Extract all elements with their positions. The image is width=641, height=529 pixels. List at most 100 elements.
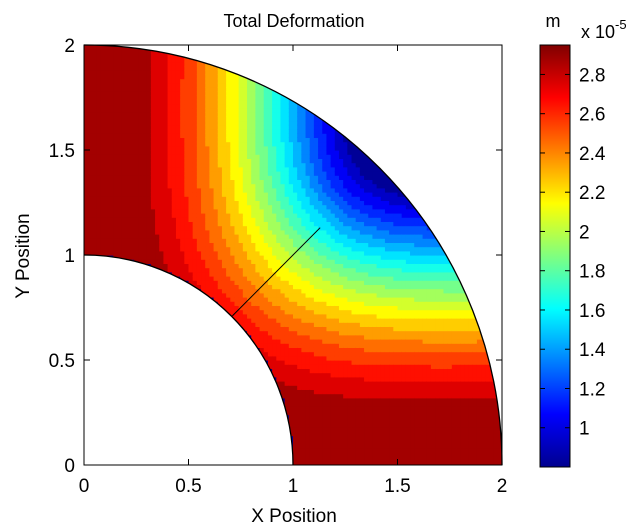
field-cell — [355, 179, 361, 185]
field-cell — [293, 162, 298, 168]
field-cell — [230, 133, 236, 138]
field-cell — [355, 225, 361, 231]
field-cell — [393, 381, 399, 386]
field-cell — [175, 137, 181, 143]
field-cell — [293, 95, 298, 101]
field-cell — [230, 74, 236, 80]
field-cell — [305, 183, 311, 189]
field-cell — [313, 347, 319, 353]
field-cell — [384, 204, 390, 210]
field-cell — [330, 355, 336, 361]
field-cell — [305, 280, 311, 285]
field-cell — [163, 263, 169, 269]
field-cell — [217, 255, 223, 260]
field-cell — [309, 271, 315, 277]
field-cell — [251, 246, 256, 252]
field-cell — [146, 246, 152, 252]
field-cell — [376, 423, 382, 428]
field-cell — [171, 95, 177, 101]
field-cell — [251, 263, 256, 269]
field-cell — [330, 347, 336, 353]
field-cell — [96, 70, 102, 75]
field-cell — [84, 57, 89, 63]
field-cell — [372, 229, 378, 235]
field-cell — [117, 74, 123, 80]
field-cell — [171, 141, 177, 147]
field-cell — [393, 460, 399, 465]
field-cell — [359, 284, 365, 290]
field-cell — [338, 229, 344, 235]
field-cell — [393, 196, 399, 201]
field-cell — [318, 389, 323, 395]
field-cell — [334, 423, 340, 428]
field-cell — [359, 305, 365, 311]
field-cell — [393, 385, 399, 390]
field-cell — [368, 448, 374, 453]
field-cell — [92, 116, 98, 122]
field-cell — [238, 166, 244, 172]
field-cell — [384, 242, 390, 248]
field-cell — [364, 179, 369, 185]
field-cell — [330, 292, 336, 298]
field-cell — [167, 204, 173, 210]
field-cell — [309, 322, 315, 327]
field-cell — [338, 154, 344, 159]
field-cell — [280, 364, 286, 369]
field-cell — [318, 427, 323, 432]
field-cell — [155, 246, 160, 252]
field-cell — [217, 183, 223, 189]
field-cell — [121, 57, 127, 63]
field-cell — [284, 246, 290, 252]
field-cell — [309, 112, 315, 117]
field-cell — [322, 393, 328, 399]
field-cell — [175, 166, 181, 172]
field-cell — [180, 158, 185, 164]
field-cell — [326, 439, 332, 445]
field-cell — [309, 330, 315, 336]
field-cell — [305, 397, 311, 403]
field-cell — [376, 393, 382, 399]
field-cell — [267, 309, 273, 315]
field-cell — [180, 259, 185, 264]
field-cell — [205, 187, 210, 193]
field-cell — [221, 255, 227, 260]
field-cell — [205, 267, 210, 273]
field-cell — [109, 129, 114, 134]
field-cell — [134, 196, 139, 201]
field-cell — [259, 158, 265, 164]
field-cell — [234, 158, 240, 164]
field-cell — [326, 246, 332, 252]
field-cell — [201, 246, 206, 252]
field-cell — [318, 263, 323, 269]
field-cell — [171, 78, 177, 84]
field-cell — [272, 339, 277, 344]
field-cell — [155, 133, 160, 138]
field-cell — [196, 124, 202, 130]
field-cell — [372, 242, 378, 248]
field-cell — [330, 255, 336, 260]
field-cell — [384, 200, 390, 206]
field-cell — [280, 339, 286, 344]
field-cell — [263, 305, 269, 311]
field-cell — [117, 250, 123, 256]
field-cell — [276, 183, 282, 189]
field-cell — [284, 204, 290, 210]
field-cell — [309, 360, 315, 365]
field-cell — [372, 347, 378, 353]
field-cell — [230, 183, 236, 189]
field-cell — [138, 99, 144, 105]
field-cell — [217, 91, 223, 96]
field-cell — [389, 183, 394, 189]
field-cell — [309, 372, 315, 378]
field-cell — [184, 162, 190, 168]
field-cell — [280, 242, 286, 248]
field-cell — [134, 103, 139, 109]
field-cell — [221, 162, 227, 168]
field-cell — [109, 217, 114, 222]
field-cell — [175, 221, 181, 227]
field-cell — [242, 263, 248, 269]
field-cell — [293, 360, 298, 365]
field-cell — [150, 204, 156, 210]
field-cell — [305, 439, 311, 445]
field-cell — [142, 124, 148, 130]
